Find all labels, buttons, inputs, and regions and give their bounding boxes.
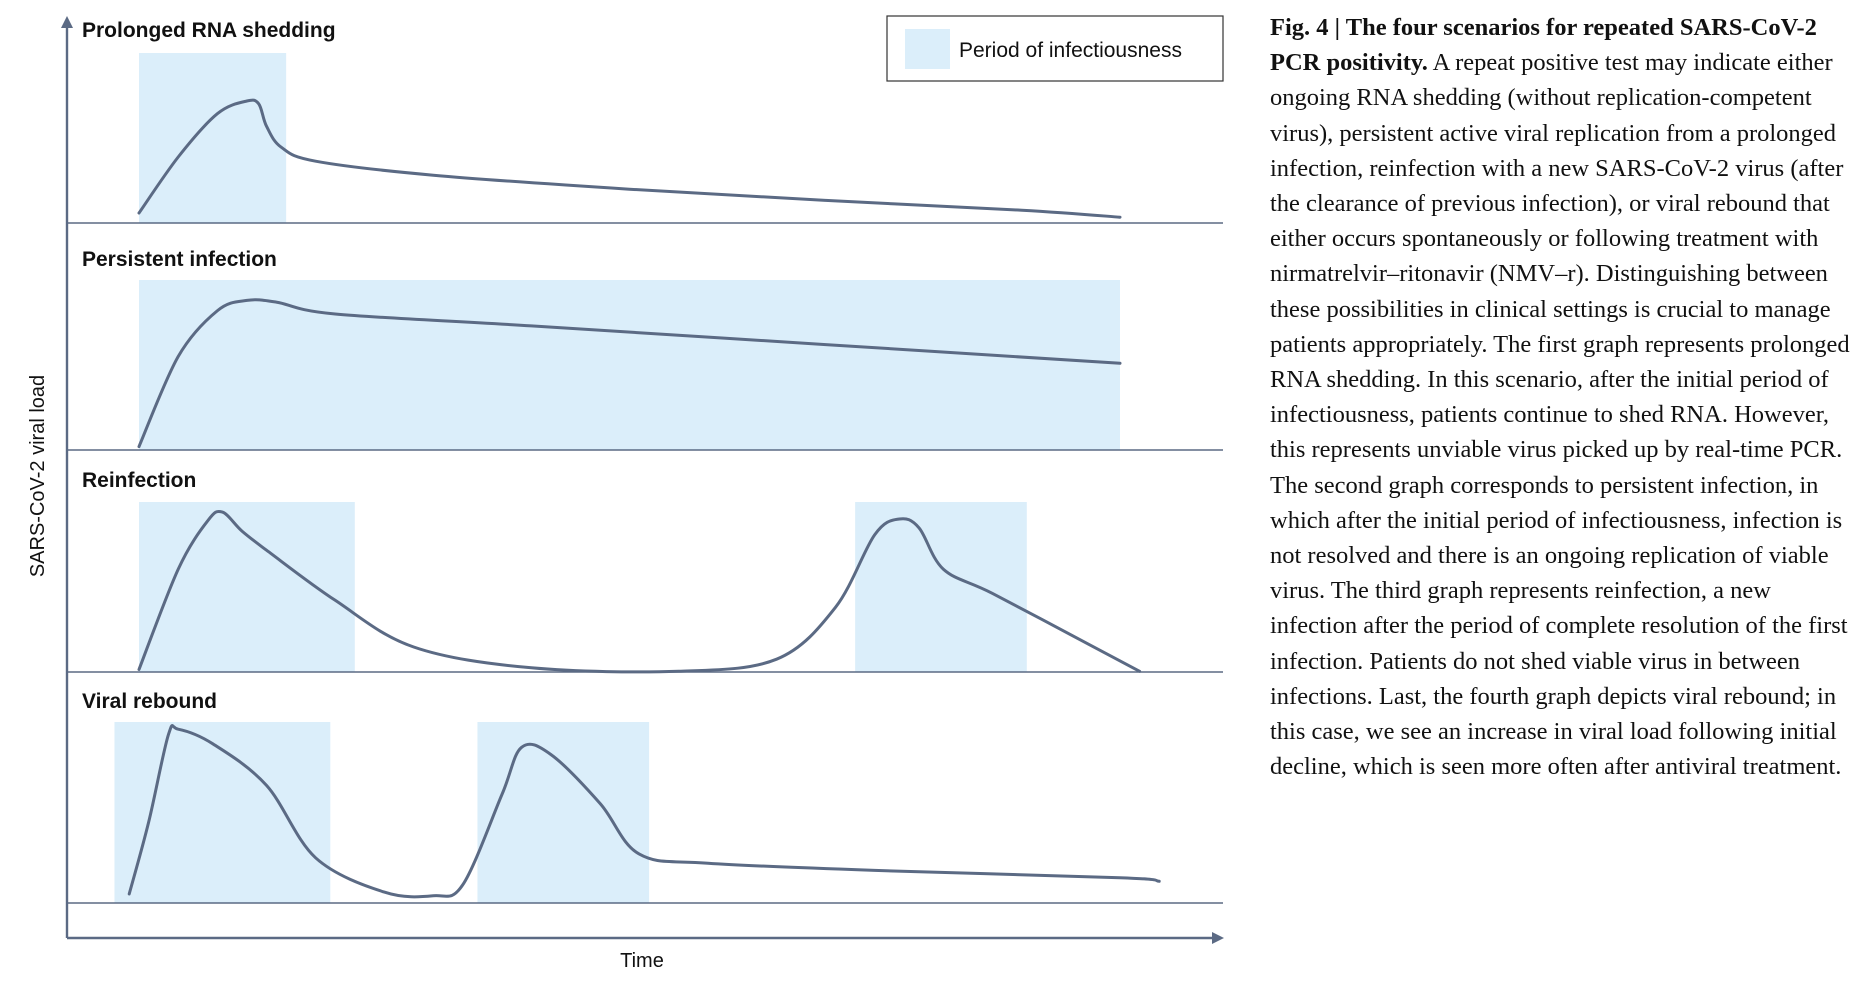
caption-title: Fig. 4 | The four scenarios for repeated… [1270, 14, 1817, 77]
infectious-period-3-1 [139, 502, 355, 672]
x-axis-arrow [1212, 932, 1224, 944]
panels-layer: Prolonged RNA shedding Persistent infecti… [67, 19, 1223, 904]
legend-label: Period of infectiousness [959, 39, 1182, 62]
y-axis-arrow [61, 16, 73, 28]
x-axis-label: Time [620, 950, 664, 972]
legend-swatch [905, 29, 950, 69]
y-axis-label: SARS-CoV-2 viral load [27, 375, 49, 577]
viral-load-curve-2 [137, 298, 1122, 449]
panel-4: Viral rebound [67, 690, 1223, 904]
panel-title-1: Prolonged RNA shedding [82, 19, 336, 42]
caption-body: A repeat positive test may indicate eith… [1270, 49, 1850, 781]
panel-2: Persistent infection [67, 248, 1223, 451]
panel-3: Reinfection [67, 469, 1223, 674]
infectious-period-1-1 [139, 53, 287, 223]
viral-load-curve-3 [137, 509, 1142, 674]
panel-title-3: Reinfection [82, 469, 196, 492]
viral-load-curve-4 [127, 724, 1161, 899]
infectious-period-3-2 [855, 502, 1027, 672]
viral-load-curve-1 [137, 98, 1122, 219]
panel-1: Prolonged RNA shedding [67, 19, 1223, 224]
legend: Period of infectiousness [886, 15, 1224, 82]
figure-chart: Prolonged RNA shedding Persistent infecti… [27, 15, 1224, 972]
infectious-period-4-2 [477, 722, 650, 903]
panel-title-2: Persistent infection [82, 248, 277, 271]
figure-caption: Fig. 4 | The four scenarios for repeated… [1270, 10, 1860, 784]
panel-title-4: Viral rebound [82, 690, 217, 713]
